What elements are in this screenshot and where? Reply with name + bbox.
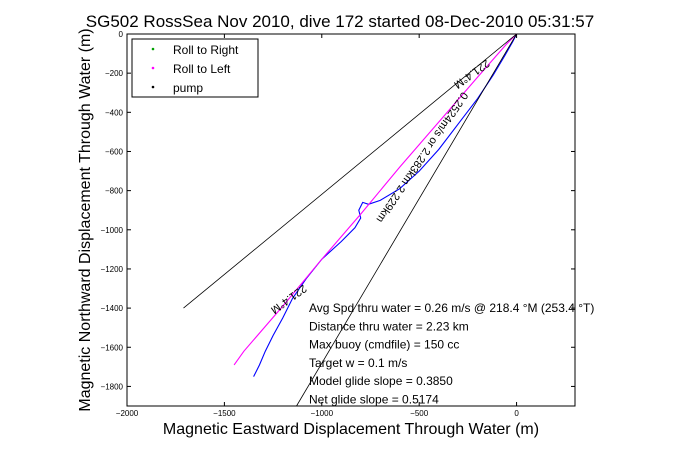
y-tick-label: −1200: [101, 265, 124, 274]
stats-line-0: Avg Spd thru water = 0.26 m/s @ 218.4 °M…: [309, 301, 594, 315]
legend-marker-1: [151, 66, 155, 70]
legend-entries: Roll to Right Roll to Left pump: [151, 43, 239, 95]
y-tick-label: −1800: [101, 382, 124, 391]
series-line-1: [233, 33, 517, 366]
y-tick-label: 0: [119, 30, 124, 39]
stats-line-3: Target w = 0.1 m/s: [309, 356, 407, 370]
legend-label-2: pump: [173, 81, 203, 95]
stats-line-2: Max buoy (cmdfile) = 150 cc: [309, 338, 459, 352]
legend-marker-2: [151, 85, 155, 89]
x-tick-label: −1000: [311, 409, 334, 418]
stats-line-1: Distance thru water = 2.23 km: [309, 319, 469, 333]
y-tick-label: −400: [105, 108, 124, 117]
x-ticks: −2000 −1500 −1000 −500 0: [116, 34, 519, 418]
y-tick-label: −800: [105, 187, 124, 196]
legend-marker-0: [151, 47, 155, 51]
x-axis-label: Magnetic Eastward Displacement Through W…: [163, 421, 539, 438]
series-line-3: [296, 33, 517, 407]
y-tick-label: −1000: [101, 226, 124, 235]
chart-title: SG502 RossSea Nov 2010, dive 172 started…: [86, 12, 594, 31]
x-tick-label: −1500: [213, 409, 236, 418]
x-tick-label: −500: [410, 409, 429, 418]
y-tick-label: −1600: [101, 343, 124, 352]
series-layer: [183, 33, 518, 407]
y-tick-label: −200: [105, 69, 124, 78]
series-line-2: [183, 33, 517, 309]
legend-label-0: Roll to Right: [173, 43, 239, 57]
x-tick-label: −2000: [116, 409, 139, 418]
legend-label-1: Roll to Left: [173, 62, 231, 76]
stats-block: Avg Spd thru water = 0.26 m/s @ 218.4 °M…: [309, 301, 594, 407]
stats-line-5: Net glide slope = 0.5174: [309, 393, 439, 407]
y-tick-label: −1400: [101, 304, 124, 313]
y-ticks: 0 −200 −400 −600 −800 −1000 −1200 −1400 −1600 −18…: [101, 30, 575, 391]
y-axis-label: Magnetic Northward Displacement Through …: [77, 28, 94, 411]
stats-line-4: Model glide slope = 0.3850: [309, 374, 453, 388]
series-line-0: [253, 33, 518, 377]
x-tick-label: 0: [514, 409, 519, 418]
legend: Roll to Right Roll to Left pump: [131, 38, 259, 98]
y-tick-label: −600: [105, 147, 124, 156]
